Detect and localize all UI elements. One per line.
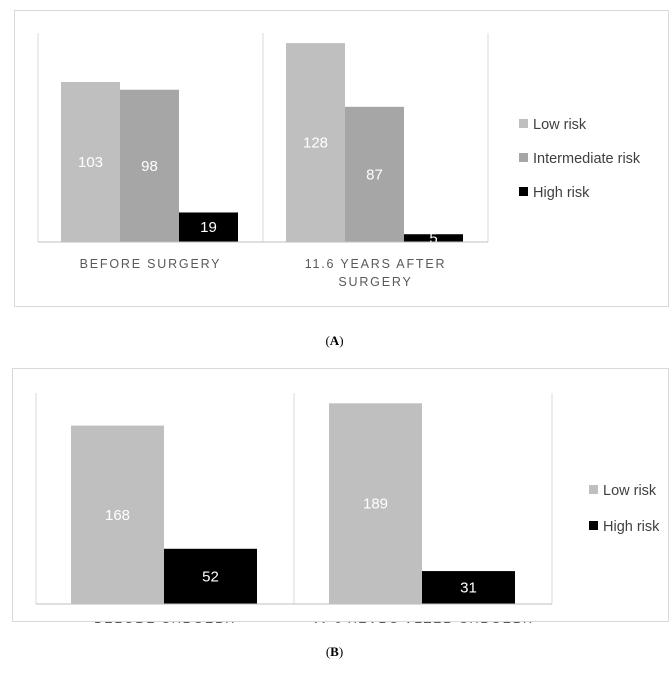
- bar-low-risk-0: [71, 425, 164, 604]
- data-label-intermediate-risk-1: 87: [366, 166, 383, 183]
- legend-label-intermediate-risk: Intermediate risk: [533, 151, 641, 167]
- legend-label-low-risk: Low risk: [603, 483, 657, 499]
- chart-a-svg: 103 98 19 BEFORE SURGERY 128 87 5 11.6 YEARS AF…: [37, 33, 641, 289]
- legend-swatch-high-risk: [519, 187, 528, 196]
- data-label-low-risk-0: 168: [105, 507, 130, 524]
- data-label-low-risk-1: 189: [363, 496, 388, 513]
- bar-high-risk-1: [404, 234, 463, 242]
- bar-low-risk-1: [329, 403, 422, 604]
- chart-b-svg: 168 52 BEFORE SURGERY 189 31 11.6 YEARS AFTER…: [35, 393, 660, 623]
- bar-intermediate-risk-0: [120, 89, 179, 242]
- data-label-high-risk-0: 19: [200, 219, 217, 236]
- bar-high-risk-0: [164, 548, 257, 604]
- category-label-0: BEFORE SURGERY: [94, 620, 236, 623]
- category-label-1: 11.6 YEARS AFTER SURGERY: [305, 257, 447, 289]
- data-label-high-risk-1: 5: [429, 230, 437, 247]
- bar-high-risk-1: [422, 571, 515, 604]
- caption-a: (A): [325, 333, 344, 348]
- legend-swatch-intermediate-risk: [519, 153, 528, 162]
- category-label-0: BEFORE SURGERY: [80, 257, 222, 271]
- chart-panel-a: 103 98 19 BEFORE SURGERY 128 87 5 11.6 YEARS AF…: [14, 10, 669, 307]
- bar-low-risk-1: [286, 43, 345, 242]
- legend-label-high-risk: High risk: [603, 519, 660, 535]
- data-label-intermediate-risk-0: 98: [141, 158, 158, 175]
- category-label-1: 11.6 YEARS AFTER SURGERY: [312, 620, 533, 623]
- bar-low-risk-0: [61, 81, 120, 242]
- legend-swatch-low-risk: [519, 119, 528, 128]
- data-label-high-risk-0: 52: [202, 568, 219, 585]
- data-label-low-risk-1: 128: [303, 135, 328, 152]
- bar-high-risk-0: [179, 212, 238, 242]
- caption-b-label: B: [330, 644, 339, 659]
- caption-a-label: A: [329, 333, 340, 348]
- data-label-low-risk-0: 103: [78, 154, 103, 171]
- legend-label-high-risk: High risk: [533, 185, 590, 201]
- chart-panel-b: 168 52 BEFORE SURGERY 189 31 11.6 YEARS AFTER…: [12, 368, 669, 623]
- legend-label-low-risk: Low risk: [533, 117, 587, 133]
- legend-swatch-high-risk: [589, 521, 598, 530]
- bar-intermediate-risk-1: [345, 106, 404, 242]
- caption-b: (B): [325, 644, 344, 659]
- data-label-high-risk-1: 31: [460, 580, 477, 597]
- legend-swatch-low-risk: [589, 485, 598, 494]
